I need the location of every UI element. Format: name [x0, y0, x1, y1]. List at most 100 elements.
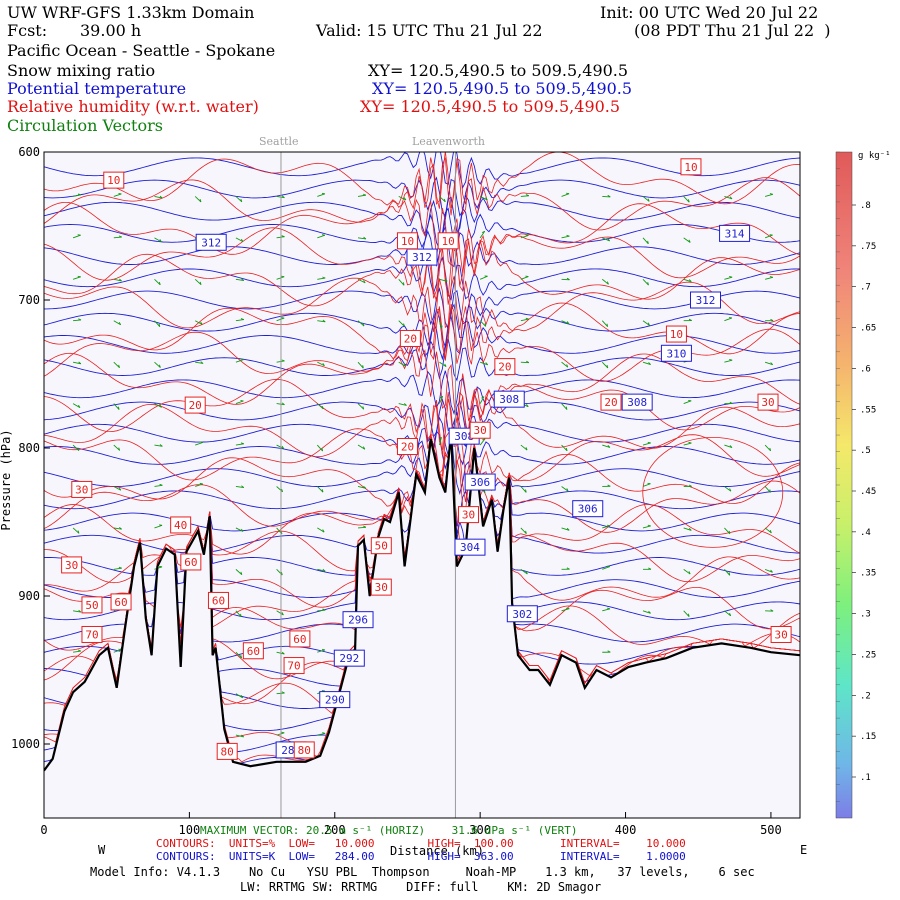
circulation-vector: [276, 610, 284, 616]
vector-arrowhead: [648, 610, 651, 614]
colorbar-tick-label: .2: [860, 691, 871, 701]
rh-label: 30: [75, 483, 88, 496]
circulation-vector: [317, 320, 326, 323]
theta-contour-info: CONTOURS: UNITS=K LOW= 284.00 HIGH= 363.…: [156, 850, 686, 863]
vector-arrowhead: [240, 528, 244, 532]
circulation-vector: [113, 320, 121, 326]
circulation-vector: [194, 278, 202, 286]
rh-label: 50: [85, 599, 98, 612]
circulation-vector: [683, 237, 691, 243]
circulation-vector: [357, 320, 365, 327]
theta-label-box: [195, 233, 227, 251]
vector-arrowhead: [728, 530, 731, 534]
colorbar-tick-label: .1: [860, 773, 871, 783]
vector-arrowhead: [607, 607, 611, 610]
circulation-vector: [317, 609, 326, 612]
circulation-vector: [764, 193, 773, 197]
rh-label: 20: [189, 399, 202, 412]
rh-label-box: [293, 741, 315, 759]
vector-arrowhead: [322, 363, 325, 367]
circulation-vector: [439, 361, 447, 368]
vector-arrowhead: [607, 238, 611, 242]
theta-label: 304: [460, 541, 480, 554]
x-tick-label: 400: [615, 823, 637, 837]
circulation-vector: [561, 235, 570, 239]
vector-arrowhead: [322, 529, 325, 533]
circulation-vector: [113, 486, 122, 491]
circulation-vector: [724, 610, 731, 617]
vector-arrowhead: [566, 321, 570, 325]
circulation-vector: [317, 234, 326, 239]
vector-arrowhead: [199, 281, 202, 285]
fcst-value: 39.00 h: [80, 21, 142, 40]
colorbar-tick-label: .75: [860, 242, 876, 252]
circulation-vector: [683, 400, 692, 405]
circulation-vector: [317, 568, 326, 572]
theta-label: 302: [512, 608, 532, 621]
theta-label-box: [506, 605, 538, 623]
rh-contour: [44, 227, 800, 305]
vector-arrowhead: [200, 361, 204, 364]
circulation-vector: [194, 196, 202, 203]
y-tick-label: 600: [18, 145, 40, 159]
model-title: UW WRF-GFS 1.33km Domain: [7, 3, 255, 22]
circulation-vector: [724, 195, 733, 200]
circulation-vector: [276, 486, 283, 493]
circulation-vector: [72, 361, 81, 365]
circulation-vector: [154, 237, 162, 243]
rh-label: 20: [604, 396, 617, 409]
circulation-vector: [72, 194, 82, 197]
circulation-vector: [357, 444, 366, 450]
vector-arrowhead: [159, 444, 163, 447]
circulation-vector: [357, 486, 366, 489]
vector-arrowhead: [78, 361, 82, 365]
x-tick-label: 500: [760, 823, 782, 837]
vector-arrowhead: [565, 406, 568, 410]
vector-arrowhead: [525, 317, 529, 320]
circulation-vector: [561, 278, 570, 281]
circulation-vector: [113, 527, 122, 530]
circulation-vector: [764, 234, 773, 239]
vector-arrowhead: [281, 612, 284, 616]
vector-arrowhead: [647, 524, 651, 527]
vector-arrowhead: [241, 734, 244, 738]
rh-label: 70: [287, 660, 300, 673]
circulation-vector: [113, 193, 122, 197]
circulation-vector: [72, 276, 81, 280]
vector-arrowhead: [769, 489, 771, 493]
vector-arrowhead: [648, 362, 651, 365]
circulation-vector: [154, 361, 161, 368]
max-vector-text: MAXIMUM VECTOR: 20.5 m s⁻¹ (HORIZ) 31.6 …: [200, 824, 578, 837]
circulation-vector: [317, 193, 326, 197]
theta-isentrope: [44, 430, 800, 496]
vector-arrowhead: [281, 488, 283, 492]
vector-arrowhead: [240, 695, 244, 699]
circulation-vector: [602, 525, 611, 529]
theta-isentrope: [44, 411, 800, 456]
vector-arrowhead: [363, 280, 366, 284]
rh-label-box: [437, 232, 459, 250]
circulation-vector: [439, 278, 448, 282]
vector-arrowhead: [199, 441, 203, 443]
circulation-vector: [113, 649, 122, 653]
rh-contour: [44, 276, 800, 333]
circulation-vector: [235, 651, 242, 659]
rh-label-box: [61, 556, 83, 574]
vector-arrowhead: [403, 403, 407, 406]
vector-arrowhead: [482, 438, 486, 441]
rh-contour: [44, 349, 800, 423]
vector-arrowhead: [363, 236, 367, 240]
vector-arrowhead: [728, 572, 731, 576]
vector-arrowhead: [240, 400, 244, 402]
colorbar-tick-label: .45: [860, 487, 876, 497]
rh-label-box: [665, 325, 687, 343]
vector-arrowhead: [688, 571, 691, 575]
rh-contour: [44, 427, 800, 485]
circulation-vector: [724, 359, 733, 363]
rh-label-box: [399, 329, 421, 347]
vector-arrowhead: [440, 325, 443, 329]
vector-arrowhead: [769, 447, 772, 451]
x-axis-label: Distance (km): [390, 844, 484, 858]
plot-frame: [43, 151, 801, 819]
circulation-vector: [154, 444, 163, 447]
